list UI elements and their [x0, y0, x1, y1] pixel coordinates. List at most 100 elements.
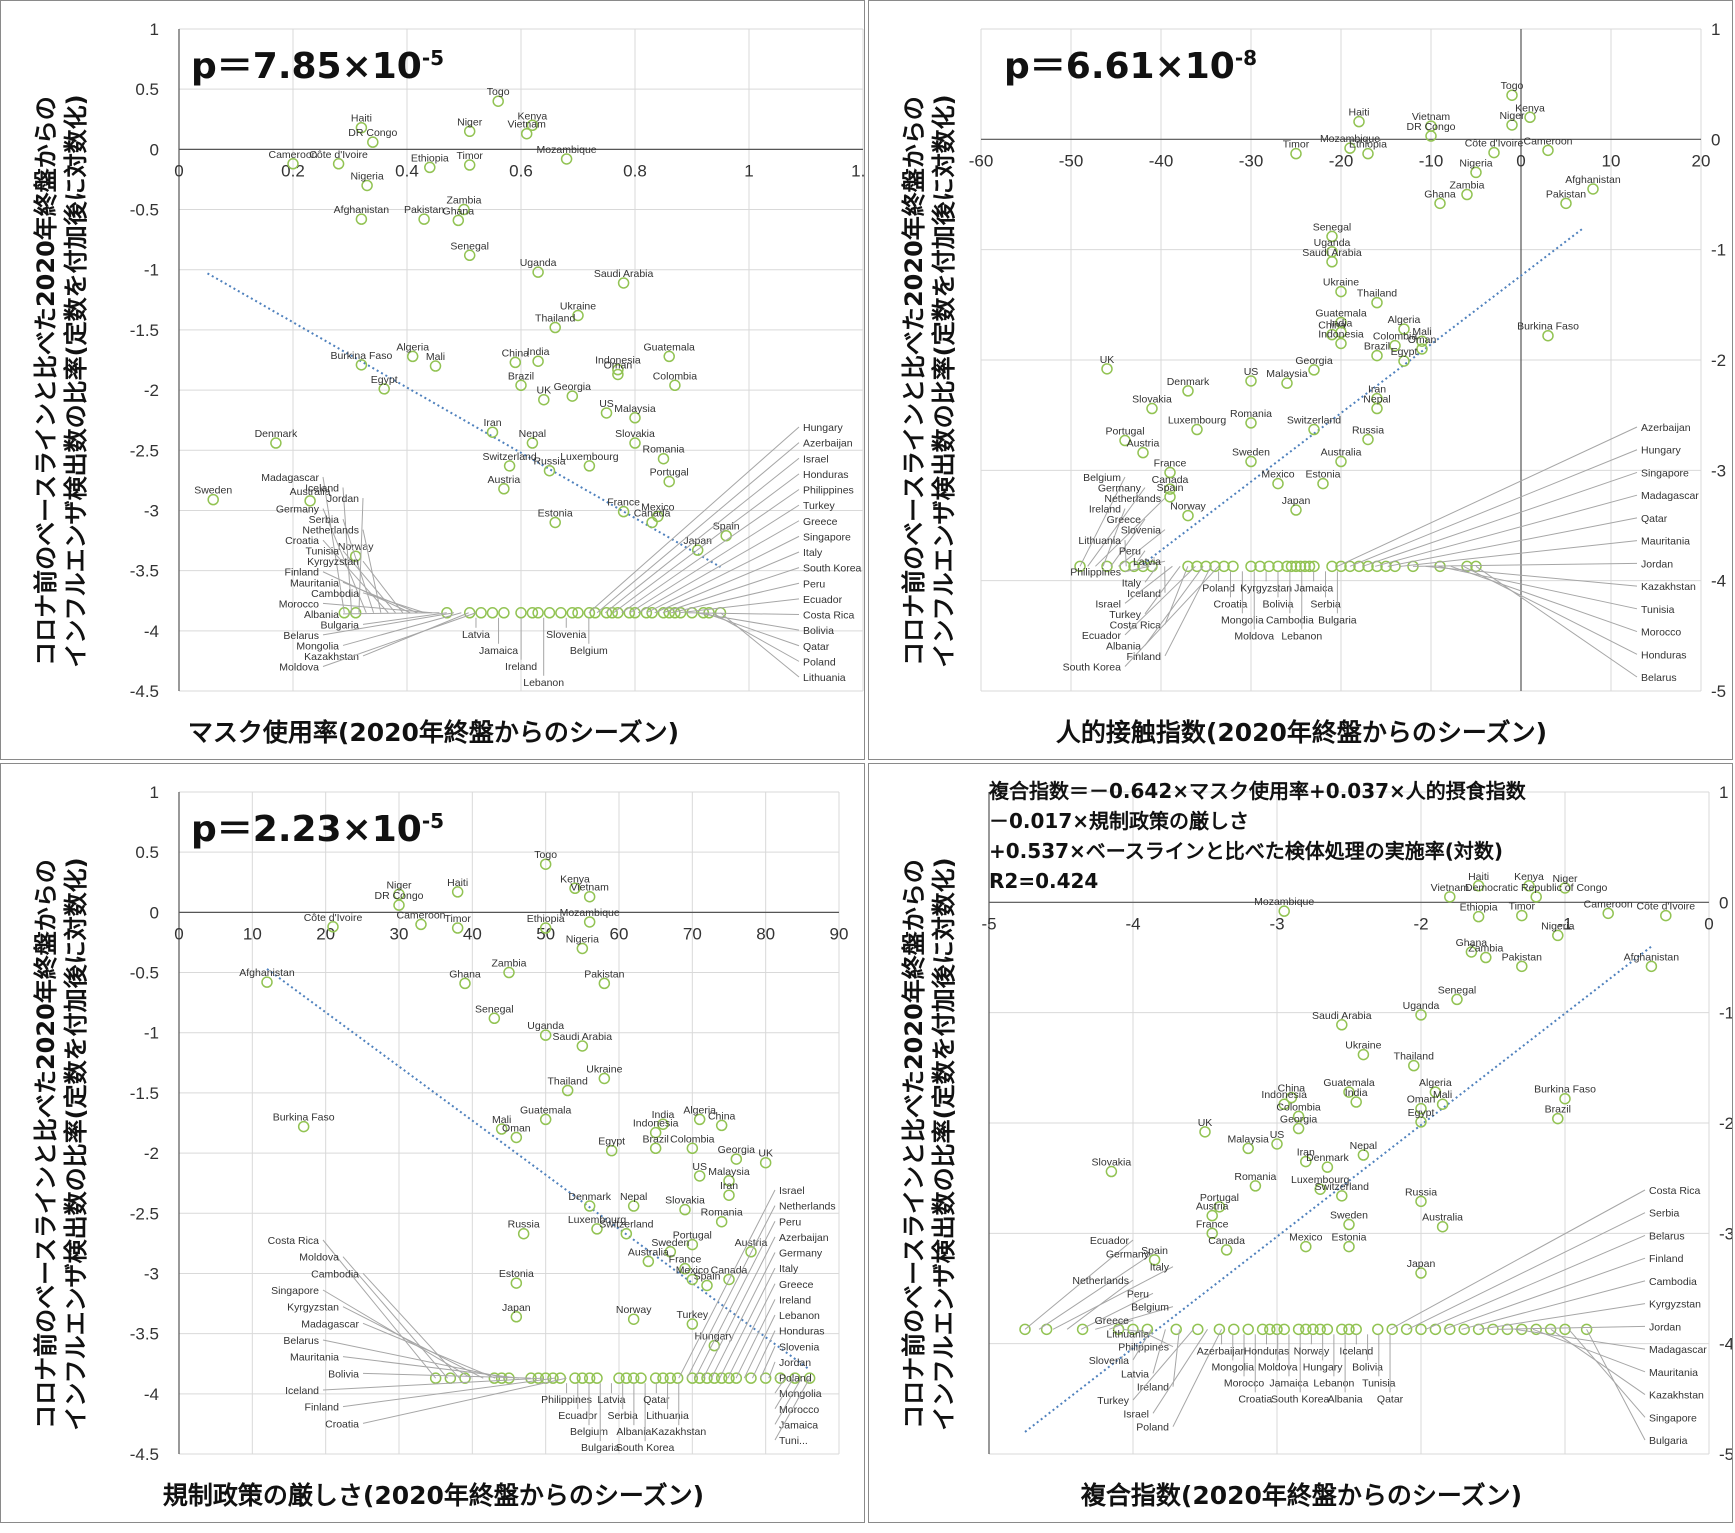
leader-line: [712, 612, 800, 662]
data-point: [538, 393, 550, 406]
cluster-label: Moldova: [299, 1252, 339, 1264]
leader-line: [1152, 1329, 1208, 1414]
point-label: Democratic Republic of Congo: [1465, 882, 1608, 894]
data-point: [612, 607, 624, 619]
x-axis-title: マスク使用率(2020年終盤からのシーズン): [187, 718, 680, 747]
data-point: [1314, 1323, 1326, 1336]
data-point: [1206, 1227, 1218, 1240]
data-point: [459, 1372, 471, 1384]
data-point: [510, 1131, 523, 1144]
leader-line: [662, 567, 800, 614]
point-label: Mexico: [641, 501, 674, 513]
cluster-label: Mauritania: [290, 577, 339, 589]
data-point: [674, 607, 687, 619]
leader-line: [735, 1299, 776, 1379]
leader-line: [1172, 1329, 1180, 1387]
leader-line: [1349, 449, 1638, 567]
leader-line: [1407, 1212, 1646, 1330]
cluster-label: Tuni...: [779, 1435, 808, 1447]
data-point: [1343, 1218, 1355, 1231]
leader-line: [1124, 565, 1219, 667]
data-point: [1429, 1323, 1442, 1336]
data-point: [492, 95, 504, 107]
point-label: Niger: [386, 879, 412, 891]
point-label: Cameroon: [1584, 898, 1633, 910]
point-label: Niger: [457, 116, 483, 128]
data-point: [1472, 910, 1485, 923]
cluster-label: Greece: [803, 516, 838, 528]
data-point: [418, 213, 430, 225]
data-point: [261, 976, 273, 988]
y-tick-label: -1: [144, 1024, 159, 1043]
leader-line: [1152, 1329, 1166, 1374]
data-point: [539, 1029, 552, 1041]
data-point: [1249, 1180, 1262, 1192]
cluster-label: Moldova: [1258, 1361, 1298, 1373]
point-label: Senegal: [1438, 984, 1477, 996]
cluster-label: Morocco: [1224, 1377, 1264, 1389]
cluster-label: Cambodia: [311, 1268, 359, 1280]
point-label: Nigeria: [566, 933, 599, 945]
point-label: Uganda: [527, 1020, 564, 1032]
point-label: DR Congo: [348, 127, 397, 139]
data-point: [617, 277, 630, 289]
data-point: [1544, 1323, 1557, 1336]
data-point: [1220, 1244, 1233, 1256]
point-label: Senegal: [450, 240, 489, 252]
data-point: [1587, 183, 1599, 195]
leader-line: [1164, 566, 1189, 625]
point-label: UK: [1198, 1117, 1213, 1129]
point-label: Senegal: [475, 1003, 514, 1015]
cluster-label: Peru: [1127, 1288, 1149, 1300]
data-point: [1074, 560, 1086, 573]
leader-line: [342, 1256, 448, 1379]
data-point: [1472, 880, 1485, 892]
data-point: [1218, 560, 1230, 573]
data-point: [569, 1372, 581, 1384]
point-label: Spain: [713, 521, 740, 533]
cluster-label: Mongolia: [1211, 1361, 1254, 1373]
data-point: [532, 1372, 545, 1384]
y-tick-label: 0: [1719, 893, 1728, 912]
point-label: Oman: [1407, 1094, 1436, 1106]
cluster-label: Jamaica: [1294, 582, 1333, 594]
cluster-label: Costa Rica: [268, 1235, 320, 1247]
x-tick-label: -10: [1419, 151, 1444, 170]
cluster-label: Croatia: [285, 535, 319, 547]
data-point: [1040, 1323, 1053, 1336]
point-label: Afghanistan: [334, 204, 390, 216]
point-label: Burkina Faso: [330, 350, 392, 362]
data-point: [549, 516, 561, 529]
x-tick-label: 1: [744, 161, 753, 180]
cluster-label: Mongolia: [1221, 614, 1264, 626]
point-label: Mozambique: [1254, 896, 1314, 908]
point-label: Ghana: [1424, 188, 1456, 200]
cluster-label: Hungary: [1641, 445, 1681, 457]
point-label: Togo: [1501, 80, 1524, 92]
data-point: [693, 1372, 706, 1384]
data-point: [560, 153, 573, 165]
leader-line: [362, 1322, 496, 1379]
data-point: [1415, 1009, 1427, 1021]
data-point: [1182, 509, 1194, 522]
data-point: [1200, 560, 1212, 573]
data-point: [543, 607, 556, 619]
cluster-label: Ecuador: [1090, 1235, 1130, 1247]
cluster-label: Honduras: [803, 469, 849, 481]
cluster-label: Lithuania: [1106, 1328, 1149, 1340]
cluster-label: Madagascar: [1649, 1344, 1707, 1356]
data-point: [1245, 375, 1257, 387]
point-label: Portugal: [650, 467, 689, 479]
data-point: [207, 493, 219, 506]
point-label: France: [669, 1254, 702, 1266]
point-label: Sweden: [194, 485, 232, 497]
data-point: [1436, 1098, 1449, 1110]
point-label: Saudi Arabia: [594, 268, 654, 280]
cluster-label: Bulgaria: [581, 1442, 620, 1454]
x-tick-label: 10: [243, 924, 262, 943]
data-point: [459, 977, 471, 990]
cluster-label: Lithuania: [646, 1410, 689, 1422]
x-tick-label: 0.6: [509, 161, 533, 180]
cluster-label: Jordan: [327, 493, 359, 505]
leader-line: [1052, 1266, 1174, 1330]
